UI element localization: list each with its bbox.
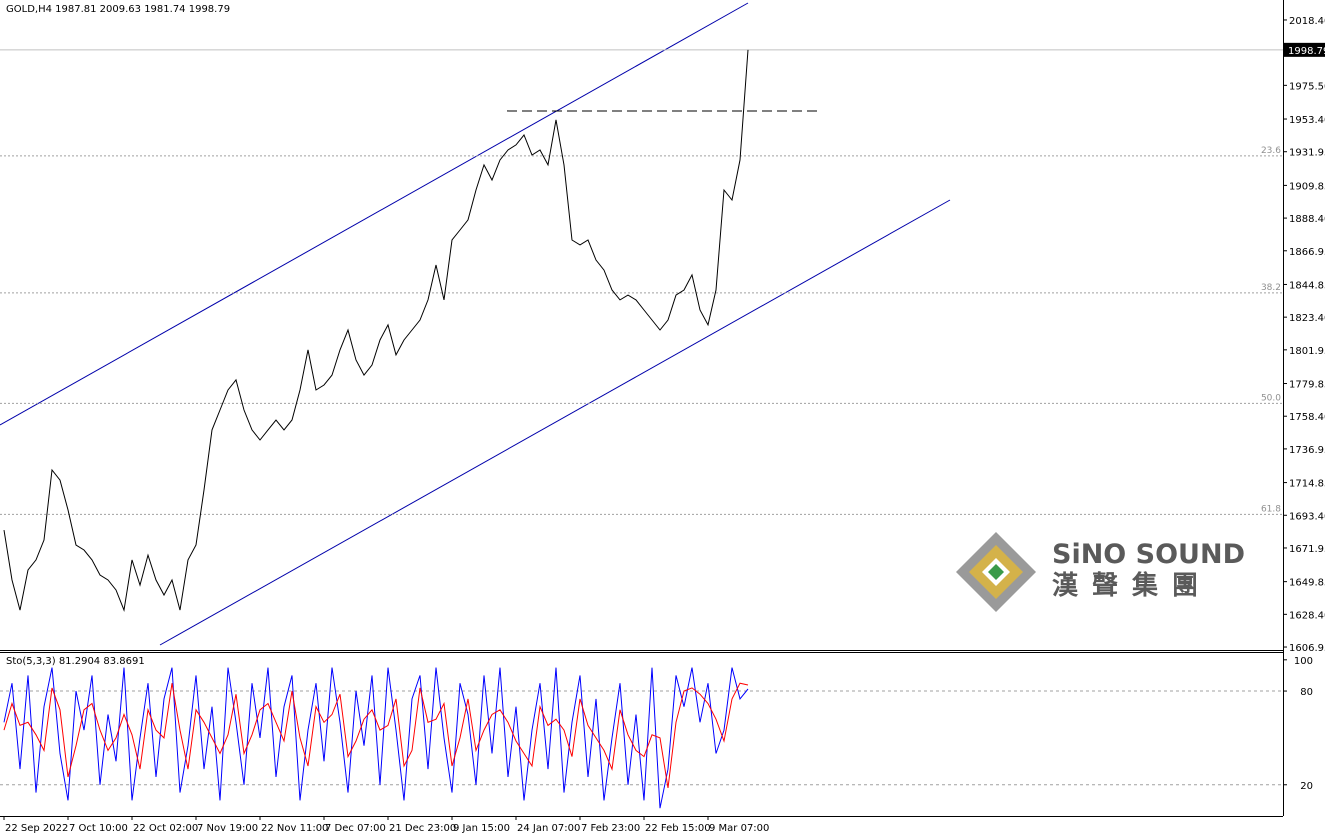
y-tick-label: 1714.85	[1289, 479, 1325, 490]
chart-title: GOLD,H4 1987.81 2009.63 1981.74 1998.79	[6, 4, 230, 15]
y-tick-label: 1823.40	[1289, 313, 1325, 324]
y-tick-label: 1758.40	[1289, 412, 1325, 423]
x-tick-label: 9 Mar 07:00	[709, 823, 769, 834]
y-tick-label: 1671.95	[1289, 544, 1325, 555]
watermark: SiNO SOUND 漢聲集團	[956, 532, 1245, 612]
x-tick-label: 7 Oct 10:00	[69, 823, 128, 834]
x-tick-label: 7 Dec 07:00	[325, 823, 386, 834]
channel-lower	[159, 199, 951, 646]
level-label: 50.0	[1261, 393, 1281, 403]
x-tick-label: 9 Jan 15:00	[453, 823, 510, 834]
last-price-label: 1998.79	[1288, 46, 1325, 57]
y-tick-label: 1866.95	[1289, 247, 1325, 258]
y-tick-label: 1844.85	[1289, 280, 1325, 291]
y-tick-label: 80	[1300, 687, 1313, 698]
level-label: 61.8	[1261, 504, 1281, 514]
level-label: 38.2	[1261, 283, 1281, 293]
logo	[988, 564, 1004, 580]
y-tick-label: 1736.95	[1289, 445, 1325, 456]
level-label: 23.6	[1261, 146, 1281, 156]
x-tick-label: 24 Jan 07:00	[517, 823, 580, 834]
y-tick-label: 1909.85	[1289, 181, 1325, 192]
y-tick-label: 1931.95	[1289, 148, 1325, 159]
y-tick-label: 1975.50	[1289, 81, 1325, 92]
indicator-line	[3, 667, 749, 809]
y-tick-label: 1649.85	[1289, 578, 1325, 589]
y-tick-label: 1888.40	[1289, 214, 1325, 225]
x-tick-label: 7 Nov 19:00	[197, 823, 258, 834]
indicator-title: Sto(5,3,3) 81.2904 83.8691	[6, 656, 145, 667]
x-tick-label: 22 Nov 11:00	[261, 823, 328, 834]
x-tick-label: 22 Sep 2022	[5, 823, 68, 834]
y-tick-label: 100	[1294, 656, 1313, 667]
y-tick-label: 20	[1300, 781, 1313, 792]
y-tick-label: 1606.95	[1289, 643, 1325, 654]
channel-upper	[0, 2, 749, 426]
y-tick-label: 1779.85	[1289, 380, 1325, 391]
x-tick-label: 22 Feb 15:00	[645, 823, 711, 834]
watermark-name: SiNO SOUND	[1052, 539, 1245, 570]
y-tick-label: 1953.40	[1289, 115, 1325, 126]
y-tick-label: 1628.40	[1289, 610, 1325, 621]
price-line	[3, 49, 749, 612]
y-tick-label: 1693.40	[1289, 511, 1325, 522]
x-tick-label: 22 Oct 02:00	[133, 823, 198, 834]
x-tick-label: 21 Dec 23:00	[389, 823, 456, 834]
last-price-box	[1284, 42, 1325, 57]
x-tick-label: 7 Feb 23:00	[581, 823, 640, 834]
y-tick-label: 2018.40	[1289, 16, 1325, 27]
indicator-line	[3, 682, 749, 788]
y-tick-label: 1801.95	[1289, 346, 1325, 357]
watermark-subtitle: 漢聲集團	[1052, 570, 1212, 601]
